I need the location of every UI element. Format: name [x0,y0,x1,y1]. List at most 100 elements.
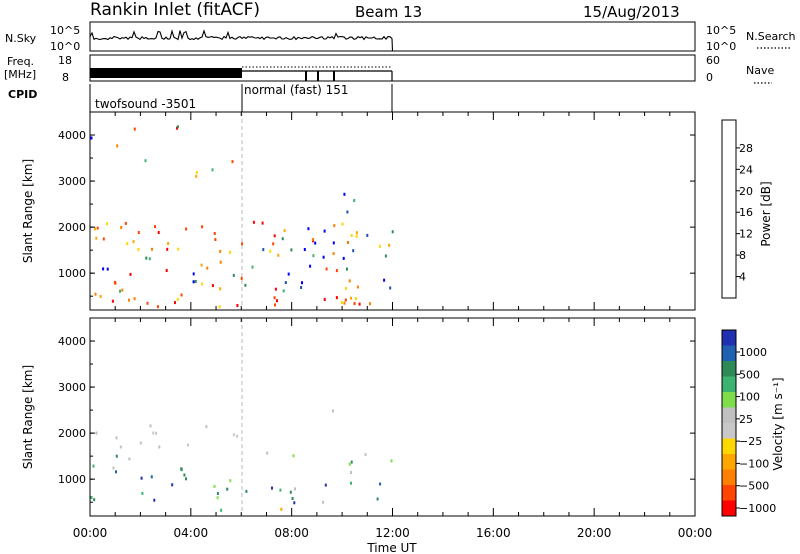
range-cell [158,445,161,449]
range-cell [366,233,369,237]
range-cell [309,264,312,268]
velocity-panel-frame [89,317,696,517]
range-cell [344,298,347,302]
range-cell [342,256,345,260]
range-cell [262,248,265,252]
range-cell [180,293,183,297]
range-cell [241,242,244,246]
range-cell [112,466,115,470]
range-cell [211,168,214,172]
range-cell [344,287,347,290]
velocity-colorbar-swatch [722,500,736,517]
range-cell [183,473,186,477]
velocity-colorbar-swatch [722,407,736,424]
range-cell [119,289,121,293]
power-colorbar-frame [721,119,737,299]
velocity-colorbar-swatch [722,392,736,408]
power-colorbar-tick-label: 12 [739,228,753,241]
power-colorbar-label: Power [dB] [759,181,773,246]
velocity-colorbar-swatch [722,330,736,346]
range-cell [216,492,219,495]
velocity-colorbar-tick-label: −25 [739,435,762,448]
velocity-colorbar-swatch [722,345,736,362]
range-cell [120,226,123,229]
power-colorbar-tick-label: 28 [739,142,753,155]
range-cell [157,231,160,234]
range-cell [213,232,216,235]
range-cell [312,254,315,258]
range-cell [195,170,198,174]
range-cell [244,283,247,287]
power-colorbar-tick-label: 8 [739,249,746,262]
range-cell [323,298,326,301]
nsky-label: N.Sky [5,32,37,45]
range-cell [271,486,273,490]
range-cell [332,252,335,256]
range-cell [180,468,183,472]
range-cell [133,297,136,301]
velocity-colorbar-tick-label: 100 [739,391,760,404]
range-cell [153,498,156,502]
range-cell [231,160,234,164]
range-cell [102,267,105,271]
range-cell [335,296,338,300]
range-cell [384,254,387,258]
date-label: 15/Aug/2013 [583,3,680,21]
range-cell [390,459,393,463]
x-tick-label: 12:00 [375,526,410,540]
range-cell [201,225,204,229]
x-tick-label: 00:00 [73,526,108,540]
nsearch-tick-top: 10^5 [706,24,736,37]
range-cell [167,242,170,245]
power-colorbar: 4 8 12 16 20 24 28 [721,119,753,299]
range-cell [341,222,344,226]
y-tick-label: 2000 [58,221,86,234]
x-tick-label: 04:00 [174,526,209,540]
range-cell [133,127,136,131]
range-cell [340,301,343,304]
velocity-colorbar-tick-label: −100 [739,457,769,470]
range-cell [290,248,293,252]
range-cell [350,234,353,237]
range-cell [378,244,381,248]
range-cell [236,304,239,307]
range-cell [369,302,371,306]
range-cell [282,289,285,293]
range-cell [333,224,336,228]
range-cell [95,431,98,435]
y-tick-label: 4000 [58,335,86,348]
range-cell [214,238,217,241]
range-cell [301,281,303,285]
range-cell [307,227,310,231]
range-cell [280,507,283,511]
range-cell [287,272,290,276]
range-cell [211,284,214,288]
power-heatmap [90,125,394,309]
y-tick-label: 1000 [58,473,86,486]
range-cell [348,462,351,466]
range-cell [165,269,168,272]
range-cell [232,433,235,437]
freq-tick-top: 18 [58,54,72,67]
range-cell [166,247,169,251]
range-cell [115,454,118,458]
range-cell [187,443,189,447]
range-cell [322,500,325,504]
velocity-colorbar-label: Velocity [m s⁻¹] [771,377,785,470]
x-tick-label: 16:00 [476,526,511,540]
range-cell [155,431,158,435]
range-cell [294,487,296,491]
range-cell [206,266,209,270]
power-colorbar-tick-label: 16 [739,206,753,219]
range-cell [346,210,349,214]
range-cell [389,286,392,290]
range-cell [114,281,117,285]
time-axis: 00:00 04:00 08:00 12:00 16:00 20:00 00:00 [73,112,712,540]
range-cell [149,424,152,428]
y-tick-label: 4000 [58,129,86,142]
range-cell [335,269,338,273]
range-cell [281,237,284,241]
range-cell [99,295,102,298]
velocity-colorbar-tick-label: 1000 [739,346,767,359]
